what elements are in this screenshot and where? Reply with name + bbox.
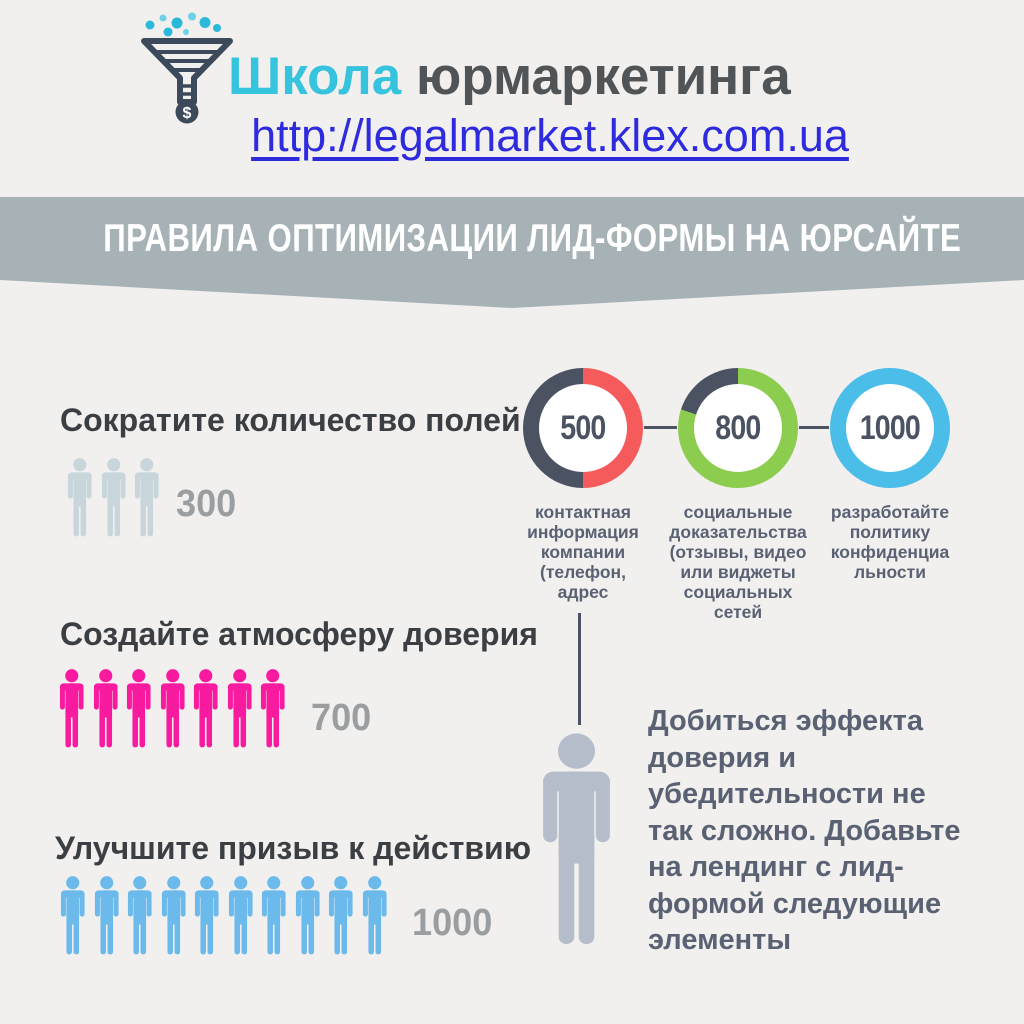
person-icon <box>160 669 185 748</box>
donut-label: контактная информация компании (телефон,… <box>527 502 639 602</box>
site-url-link[interactable]: http://legalmarket.klex.com.ua <box>251 110 849 161</box>
donut-chart-privacy-policy: 1000 разработайте политику конфиденциа л… <box>830 368 950 582</box>
person-icon <box>127 876 152 955</box>
svg-text:$: $ <box>183 105 192 122</box>
donut-hole: 500 <box>539 384 627 472</box>
person-icon <box>93 669 118 748</box>
person-icon <box>101 458 126 537</box>
person-icon <box>134 458 159 537</box>
brand-title-accent: Школа <box>228 47 402 106</box>
donut-value: 800 <box>715 408 761 447</box>
person-icon <box>59 669 84 748</box>
section-value-cta: 1000 <box>412 902 493 944</box>
person-icon <box>194 876 219 955</box>
section-value-trust: 700 <box>311 697 372 739</box>
person-icon <box>126 669 151 748</box>
donut-value: 1000 <box>859 408 921 447</box>
pictogram-row-reduce-fields <box>64 457 163 537</box>
donut-value: 500 <box>560 408 606 447</box>
donut-hole: 1000 <box>846 384 934 472</box>
person-icon <box>94 876 119 955</box>
funnel-dollar-icon: $ <box>141 12 233 124</box>
person-icon <box>67 458 92 537</box>
vertical-connector-line <box>578 613 581 725</box>
donut-chart-contact-info: 500 контактная информация компании (теле… <box>523 368 643 602</box>
banner: ПРАВИЛА ОПТИМИЗАЦИИ ЛИД-ФОРМЫ НА ЮРСАЙТЕ <box>0 197 1024 280</box>
donut-chart-social-proof: 800 социальные доказательства (отзывы, в… <box>669 368 807 622</box>
section-value-reduce-fields: 300 <box>176 483 237 525</box>
pictogram-row-cta <box>57 875 390 955</box>
brand-title-rest: юрмаркетинга <box>401 47 791 106</box>
person-icon <box>260 669 285 748</box>
person-icon <box>328 876 353 955</box>
person-icon <box>60 876 85 955</box>
section-title-reduce-fields: Сократите количество полей <box>60 402 521 438</box>
person-icon <box>261 876 286 955</box>
donut-connector-line <box>644 426 677 429</box>
person-icon <box>362 876 387 955</box>
person-icon <box>161 876 186 955</box>
person-icon <box>227 669 252 748</box>
person-icon <box>228 876 253 955</box>
banner-title: ПРАВИЛА ОПТИМИЗАЦИИ ЛИД-ФОРМЫ НА ЮРСАЙТЕ <box>103 216 962 260</box>
pictogram-row-trust <box>56 668 289 748</box>
donut-label: разработайте политику конфиденциа льност… <box>830 502 950 582</box>
donut-hole: 800 <box>694 384 782 472</box>
section-title-cta: Улучшите призыв к действию <box>55 830 532 866</box>
note-text: Добиться эффекта доверия и убедительност… <box>648 705 961 956</box>
donut-connector-line <box>799 426 829 429</box>
section-title-trust: Создайте атмосферу доверия <box>60 616 538 652</box>
banner-chevron <box>0 280 1024 308</box>
donut-label: социальные доказательства (отзывы, видео… <box>669 502 807 622</box>
person-silhouette-icon <box>543 733 610 944</box>
brand-title: Школа юрмаркетинга <box>228 46 791 107</box>
person-icon <box>193 669 218 748</box>
person-icon <box>295 876 320 955</box>
